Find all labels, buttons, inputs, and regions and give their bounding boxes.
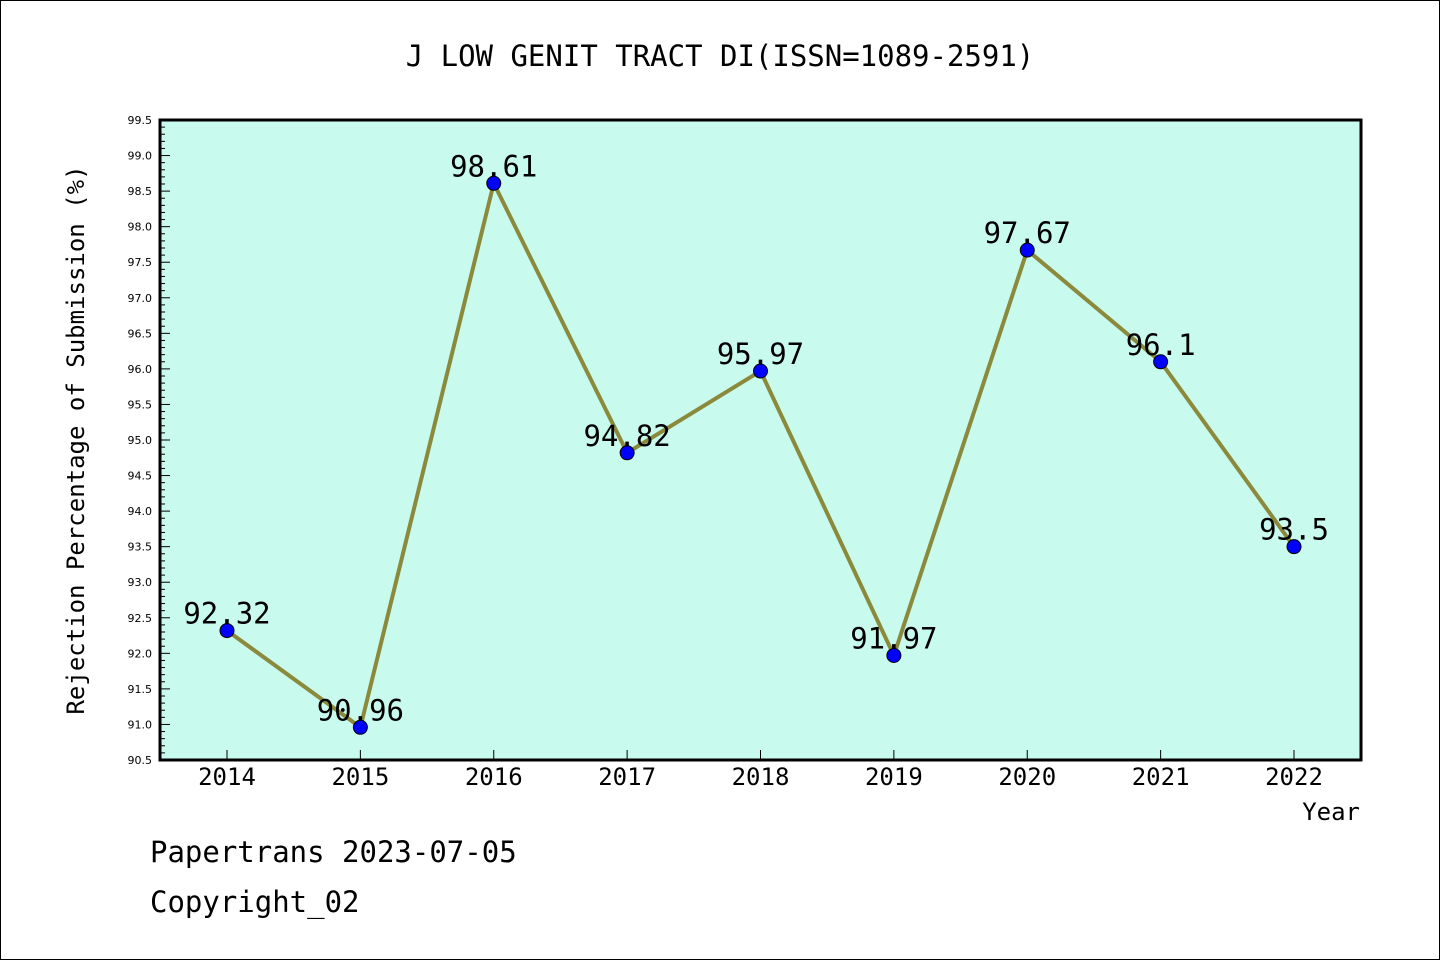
data-label: 96.1 <box>1126 328 1196 362</box>
x-tick-label: 2020 <box>998 763 1056 791</box>
x-tick-label: 2018 <box>732 763 790 791</box>
data-point <box>1286 539 1302 555</box>
y-tick-label: 98.0 <box>128 221 153 234</box>
footer-copyright: Copyright_02 <box>150 885 360 919</box>
data-point <box>219 623 235 639</box>
data-point <box>886 647 902 663</box>
series-layer: 92.32 90.96 98.61 94.82 95.97 91.97 97.67 96.1 9… <box>183 149 1329 735</box>
y-tick-label: 94.0 <box>128 505 153 518</box>
data-point <box>619 445 635 461</box>
data-label: 90.96 <box>317 693 404 727</box>
plot-area <box>158 118 1363 762</box>
footer-date: Papertrans 2023-07-05 <box>150 835 517 869</box>
x-tick-label: 2019 <box>865 763 923 791</box>
data-point <box>486 175 502 191</box>
y-axis-ticks: 90.5 91.0 91.5 92.0 92.5 93.0 93.5 94.0 94.5 95.0… <box>128 114 170 767</box>
data-label: 91.97 <box>850 621 937 655</box>
data-point <box>753 363 768 379</box>
x-tick-label: 2016 <box>465 763 523 791</box>
y-tick-label: 98.5 <box>128 185 153 198</box>
x-tick-label: 2021 <box>1132 763 1190 791</box>
x-tick-label: 2017 <box>598 763 656 791</box>
y-tick-label: 92.5 <box>128 612 153 625</box>
y-tick-label: 90.5 <box>128 754 153 767</box>
data-label: 98.61 <box>450 149 537 183</box>
y-tick-label: 94.5 <box>128 470 153 483</box>
y-tick-label: 91.0 <box>128 718 153 731</box>
y-tick-label: 96.5 <box>128 327 153 340</box>
data-label: 97.67 <box>984 216 1071 250</box>
y-tick-label: 95.0 <box>128 434 153 447</box>
y-tick-label: 99.0 <box>128 150 153 163</box>
y-tick-label: 93.0 <box>128 576 153 589</box>
y-tick-label: 99.5 <box>128 114 153 127</box>
chart-title: J LOW GENIT TRACT DI(ISSN=1089-2591) <box>406 39 1035 73</box>
y-tick-label: 97.5 <box>128 256 153 269</box>
y-tick-label: 92.0 <box>128 647 153 660</box>
y-tick-label: 95.5 <box>128 398 153 411</box>
x-axis-label: Year <box>1302 798 1360 826</box>
y-tick-label: 93.5 <box>128 541 153 554</box>
x-tick-label: 2014 <box>198 763 256 791</box>
y-tick-label: 96.0 <box>128 363 153 376</box>
x-tick-label: 2022 <box>1265 763 1323 791</box>
data-point <box>1019 242 1035 258</box>
data-label: 92.32 <box>183 597 270 631</box>
y-axis-label: Rejection Percentage of Submission (%) <box>62 165 90 714</box>
data-point <box>352 719 368 735</box>
data-label: 95.97 <box>717 337 804 371</box>
data-label: 94.82 <box>583 419 670 453</box>
y-tick-label: 97.0 <box>128 292 153 305</box>
data-label: 93.5 <box>1259 513 1329 547</box>
y-tick-label: 91.5 <box>128 683 153 696</box>
x-tick-label: 2015 <box>331 763 389 791</box>
x-axis-ticks: 2014 2015 2016 2017 2018 2019 2020 2021 2022 <box>198 750 1323 791</box>
data-point <box>1153 354 1169 370</box>
